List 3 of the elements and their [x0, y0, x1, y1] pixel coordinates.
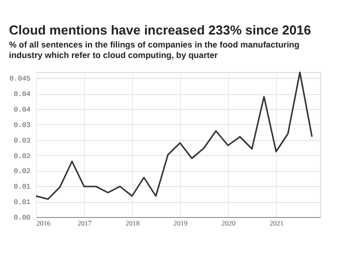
chart-title: Cloud mentions have increased 233% since 2016 [8, 22, 312, 38]
line-series [35, 72, 313, 200]
chart-subtitle: % of all sentences in the filings of companies in the food manufacturing industry which refer to cloud computing, by quarter [8, 40, 300, 60]
